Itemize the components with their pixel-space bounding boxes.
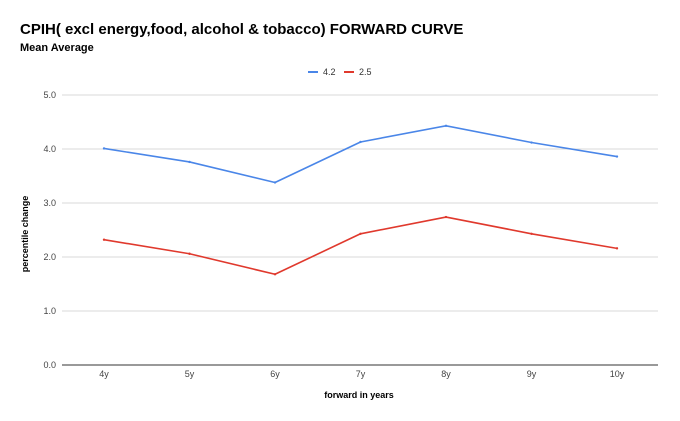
y-tick-label: 2.0	[43, 252, 56, 262]
x-axis-title: forward in years	[324, 390, 394, 400]
data-point	[102, 147, 106, 150]
data-point	[530, 232, 533, 235]
x-tick-label: 10y	[610, 369, 625, 379]
y-tick-label: 0.0	[43, 360, 56, 370]
data-point	[444, 215, 448, 219]
data-point	[444, 124, 448, 127]
data-point	[188, 160, 191, 164]
legend-label-series-2: 2.5	[359, 67, 372, 77]
data-point	[615, 155, 619, 158]
x-tick-label: 7y	[356, 369, 366, 379]
data-point	[273, 181, 277, 184]
data-point	[615, 247, 619, 250]
y-tick-label: 3.0	[43, 198, 56, 208]
legend-label-series-1: 4.2	[323, 67, 336, 77]
x-tick-label: 4y	[99, 369, 109, 379]
y-tick-label: 5.0	[43, 90, 56, 100]
x-tick-label: 9y	[527, 369, 537, 379]
tick-labels: 0.0 1.0 2.0 3.0 4.0 5.0 4y 5y 6y 7y 8y 9y 10y	[43, 90, 624, 379]
legend: 4.2 2.5	[308, 67, 372, 77]
chart-title: CPIH( excl energy,food, alcohol & tobacc…	[20, 21, 464, 38]
x-tick-label: 8y	[441, 369, 451, 379]
data-point	[102, 238, 106, 241]
y-tick-label: 1.0	[43, 306, 56, 316]
series-line-2	[103, 216, 618, 276]
data-point	[359, 232, 362, 235]
y-axis-title: percentile change	[20, 196, 30, 273]
y-tick-label: 4.0	[43, 144, 56, 154]
data-point	[188, 252, 191, 255]
x-tick-label: 6y	[270, 369, 280, 379]
data-point	[359, 140, 362, 144]
x-tick-label: 5y	[185, 369, 195, 379]
series-line-1	[103, 124, 618, 184]
chart-subtitle: Mean Average	[20, 42, 94, 54]
gridlines	[62, 94, 658, 366]
series-lines	[102, 124, 619, 276]
data-point	[273, 273, 277, 276]
data-point	[530, 141, 533, 144]
